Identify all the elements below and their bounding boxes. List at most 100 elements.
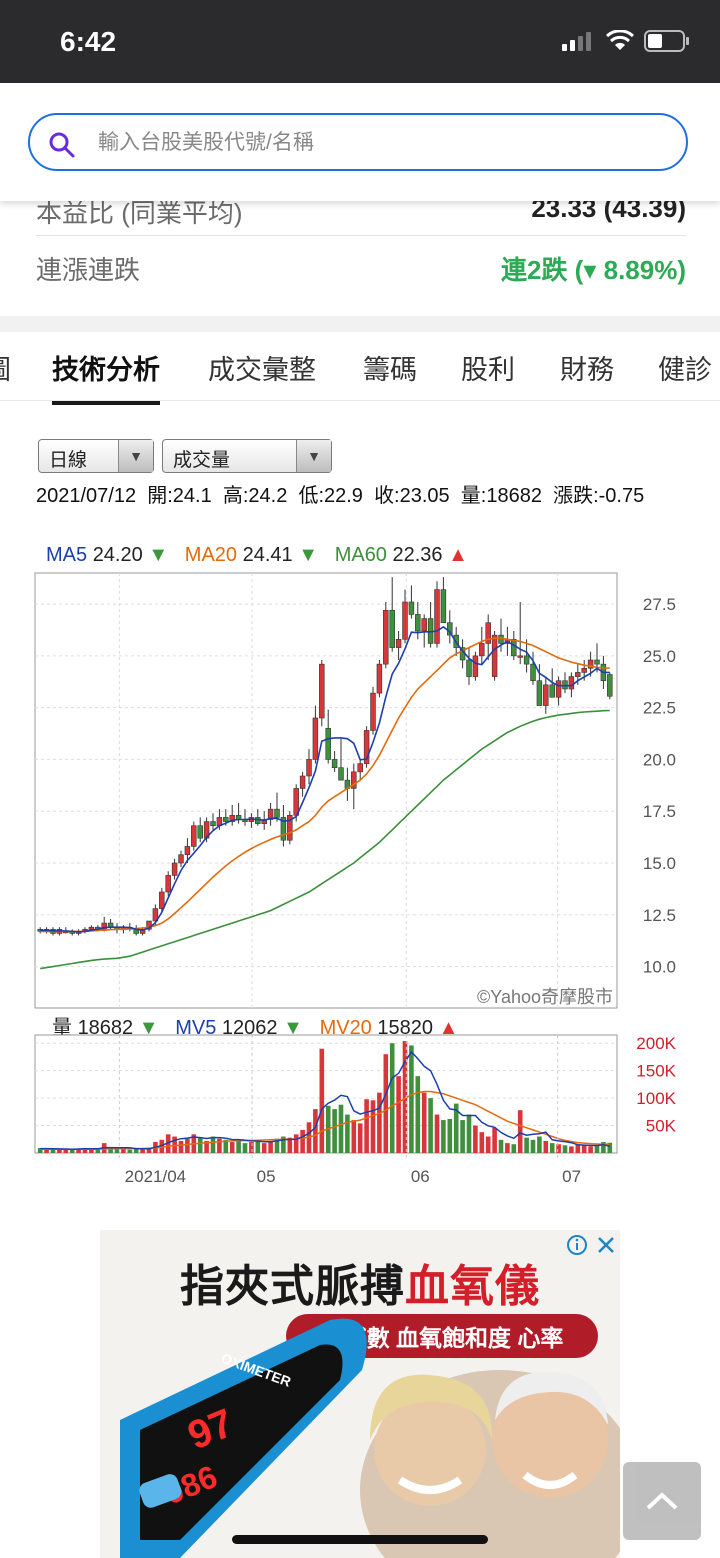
- ma60-line: [40, 709, 610, 970]
- volume-bar: [415, 1076, 421, 1153]
- volume-bar: [543, 1140, 549, 1153]
- search-bar: [0, 83, 720, 201]
- ma5-dir: ▼: [148, 544, 169, 566]
- candle-body: [159, 891, 165, 909]
- volume-bar: [434, 1114, 440, 1153]
- candle-body: [479, 643, 485, 657]
- quote-open: 開:24.1: [147, 485, 212, 507]
- ad-banner[interactable]: 指夾式脈搏血氧儀 脈搏數 血氧飽和度 心率 97 086 OXIMETER: [100, 1230, 620, 1558]
- candle-body: [325, 728, 331, 760]
- candle-body: [536, 680, 543, 706]
- divider: [36, 235, 686, 236]
- candle-body: [472, 655, 479, 677]
- chevron-up-icon: [646, 1492, 678, 1510]
- volume-bar: [460, 1120, 465, 1153]
- candle-body: [543, 684, 549, 706]
- volume-bar: [37, 1148, 43, 1153]
- ma60-value: 22.36: [392, 544, 443, 566]
- candle-body: [402, 601, 408, 640]
- tab-technical[interactable]: 技術分析: [52, 348, 160, 405]
- search-box[interactable]: [28, 113, 688, 171]
- volume-bar: [57, 1148, 62, 1153]
- candle-body: [587, 659, 594, 669]
- volume-bar: [133, 1148, 139, 1153]
- search-icon: [49, 132, 75, 158]
- volume-bar: [370, 1100, 376, 1153]
- candle-body: [229, 815, 235, 822]
- candle-body: [299, 775, 306, 789]
- volume-bar: [108, 1148, 113, 1153]
- tab-chart[interactable]: 圖: [0, 348, 11, 387]
- candle-body: [408, 601, 415, 615]
- x-tick-label: 2021/04: [125, 1167, 186, 1184]
- volume-bar: [588, 1146, 593, 1153]
- candle-body: [287, 815, 293, 841]
- candle-body: [312, 717, 319, 760]
- candle-body: [447, 622, 453, 636]
- candle-body: [511, 638, 517, 657]
- search-input[interactable]: [96, 123, 660, 163]
- volume-bar: [530, 1139, 536, 1153]
- volume-bar: [89, 1149, 94, 1153]
- vol-dir: ▼: [138, 1017, 159, 1039]
- tab-trades[interactable]: 成交彙整: [208, 355, 316, 385]
- volume-bar: [524, 1137, 529, 1153]
- ma5-name: MA5: [46, 544, 88, 566]
- volume-bar: [581, 1145, 587, 1153]
- candle-body: [255, 817, 261, 824]
- candle-body: [363, 730, 370, 764]
- volume-bar: [261, 1143, 267, 1153]
- volume-bar: [389, 1043, 395, 1153]
- candle-body: [575, 672, 581, 677]
- volume-bar: [498, 1139, 504, 1153]
- candle-body: [568, 676, 575, 690]
- y-tick-label: 20.0: [643, 750, 676, 769]
- stat-value: 連2跌 (▾ 8.89%): [501, 255, 686, 285]
- volume-bar: [601, 1142, 606, 1153]
- volume-bar: [146, 1148, 152, 1153]
- period-select[interactable]: 日線 ▼: [38, 439, 154, 473]
- volume-bar: [575, 1144, 581, 1153]
- quote-volume: 量:18682: [460, 485, 542, 507]
- mv5-name: MV5: [175, 1017, 217, 1039]
- info-icon[interactable]: [566, 1234, 588, 1256]
- candle-body: [383, 609, 389, 665]
- volume-bar: [255, 1139, 261, 1153]
- stat-label: 連漲連跌: [36, 255, 141, 285]
- candle-body: [223, 817, 229, 822]
- y-tick-label: 12.5: [643, 906, 676, 925]
- volume-bar: [517, 1110, 523, 1153]
- mv20-value: 15820: [377, 1017, 433, 1039]
- x-tick-label: 06: [411, 1167, 430, 1184]
- price-chart: 27.5 25.0 22.5 20.0 17.5 15.0 12.5 10.0 ©Yahoo奇摩…: [34, 572, 676, 1009]
- volume-bar: [178, 1140, 184, 1153]
- ma60-name: MA60: [334, 544, 387, 566]
- volume-bar: [242, 1143, 248, 1153]
- ma20-dir: ▼: [298, 544, 319, 566]
- quote-date: 2021/07/12: [36, 485, 137, 507]
- mv5-dir: ▼: [283, 1017, 303, 1039]
- indicator-select[interactable]: 成交量 ▼: [162, 439, 332, 473]
- tab-dividend[interactable]: 股利: [461, 355, 515, 385]
- scroll-top-button[interactable]: [623, 1462, 701, 1540]
- volume-bar: [505, 1143, 510, 1153]
- candle-body: [152, 908, 159, 922]
- volume-bar: [485, 1136, 491, 1153]
- volume-bar: [185, 1138, 190, 1153]
- ad-controls: [566, 1234, 616, 1256]
- y-tick-label: 100K: [636, 1089, 676, 1108]
- candle-body: [210, 821, 216, 827]
- ma-legend: MA5 24.20 ▼ MA20 24.41 ▼ MA60 22.36 ▲: [46, 544, 468, 567]
- tab-diagnosis[interactable]: 健診: [658, 355, 712, 385]
- close-icon[interactable]: [596, 1235, 616, 1255]
- candle-body: [389, 609, 395, 648]
- tab-finance[interactable]: 財務: [560, 355, 614, 385]
- tab-chips[interactable]: 籌碼: [363, 355, 417, 385]
- volume-bar: [63, 1149, 69, 1153]
- mv20-name: MV20: [319, 1017, 372, 1039]
- volume-bar: [287, 1137, 293, 1153]
- volume-bar: [345, 1114, 350, 1153]
- volume-bar: [556, 1144, 561, 1153]
- volume-bar: [82, 1148, 88, 1153]
- plot-frame: [34, 572, 618, 1009]
